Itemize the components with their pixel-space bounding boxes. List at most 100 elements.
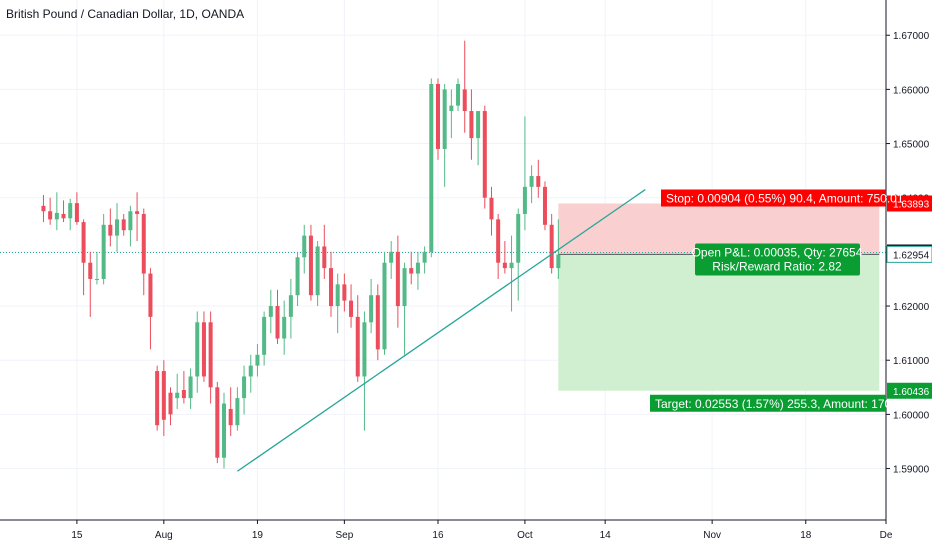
candle-up	[268, 306, 273, 317]
y-tick-label: 1.62000	[893, 302, 930, 313]
candle-down	[496, 219, 501, 263]
candle-down	[148, 273, 153, 317]
x-tick-label: Sep	[335, 530, 353, 541]
candle-up	[115, 219, 120, 236]
price-label-text: 1.63893	[893, 200, 930, 211]
x-tick-label: Oct	[517, 530, 533, 541]
trendline-group[interactable]	[237, 189, 646, 472]
candle-down	[482, 111, 487, 198]
candle-up	[389, 251, 394, 263]
x-tick-label: 15	[71, 530, 83, 541]
candle-up	[288, 295, 293, 317]
candle-up	[94, 278, 99, 280]
candle-down	[168, 392, 173, 415]
x-tick-label: 14	[600, 530, 612, 541]
y-tick-label: 1.65000	[893, 140, 930, 151]
candle-up	[315, 246, 320, 296]
candle-up	[222, 403, 227, 458]
candle-down	[88, 262, 93, 279]
candle-down	[342, 284, 347, 301]
price-label-text: 1.62954	[893, 250, 930, 261]
y-tick-label: 1.61000	[893, 356, 930, 367]
candle-down	[201, 322, 206, 377]
candle-down	[395, 251, 400, 307]
candle-up	[101, 224, 106, 279]
candle-up	[415, 262, 420, 274]
candle-up	[422, 251, 427, 263]
candle-up	[449, 105, 454, 112]
candle-up	[402, 268, 407, 307]
candle-up	[556, 254, 561, 269]
candle-down	[409, 268, 414, 274]
candle-up	[175, 392, 180, 399]
candle-up	[456, 83, 461, 106]
price-label-box	[886, 245, 932, 263]
x-tick-label: 16	[432, 530, 444, 541]
x-tick-label: Aug	[155, 530, 173, 541]
y-tick-label: 1.60000	[893, 410, 930, 421]
candle-down	[435, 83, 440, 149]
risk-reward-zones[interactable]	[558, 203, 880, 391]
price-label-text: 1.60436	[893, 387, 930, 398]
target-zone	[558, 254, 880, 391]
candle-up	[282, 316, 287, 339]
y-tick-label: 1.67000	[893, 31, 930, 42]
candle-up	[195, 322, 200, 377]
candle-up	[54, 212, 59, 220]
candle-up	[128, 211, 133, 231]
candle-down	[135, 211, 140, 214]
candle-down	[349, 300, 354, 317]
x-tick-label: 19	[252, 530, 264, 541]
candle-down	[549, 224, 554, 269]
candle-down	[215, 387, 220, 458]
candle-down	[121, 219, 126, 231]
candles	[41, 40, 561, 469]
target-annotation-box	[650, 394, 886, 412]
chart-title: British Pound / Canadian Dollar, 1D, OAN…	[6, 7, 245, 21]
price-label-box	[887, 382, 932, 399]
candle-up	[248, 365, 253, 377]
candle-down	[181, 390, 186, 399]
candle-down	[208, 322, 213, 388]
candle-up	[295, 257, 300, 296]
candle-down	[542, 186, 547, 225]
candle-up	[522, 186, 527, 214]
stop-annotation-box	[661, 189, 886, 207]
candle-down	[81, 222, 86, 263]
candle-down	[328, 268, 334, 307]
candle-up	[68, 203, 73, 219]
candle-up	[516, 213, 521, 263]
candle-down	[489, 197, 494, 220]
candle-up	[369, 295, 374, 323]
candle-down	[355, 316, 360, 377]
candle-down	[228, 408, 233, 426]
candle-up	[442, 89, 447, 149]
candle-up	[509, 262, 514, 269]
candle-up	[302, 235, 307, 258]
candle-up	[188, 376, 193, 399]
candle-up	[262, 316, 267, 355]
candle-up	[242, 376, 247, 399]
pnl-annotation-line1: Open P&L: 0.00035, Qty: 27654	[692, 245, 863, 259]
candle-down	[155, 371, 160, 426]
candle-down	[308, 235, 313, 296]
candle-down	[161, 371, 166, 420]
candle-down	[108, 224, 113, 236]
x-tick-label: De	[880, 530, 893, 541]
candle-up	[476, 111, 481, 139]
candle-down	[469, 111, 474, 139]
candle-down	[462, 89, 467, 112]
y-tick-label: 1.59000	[893, 465, 930, 476]
candle-up	[335, 284, 340, 307]
candle-up	[382, 262, 387, 350]
trendline	[237, 189, 646, 472]
price-axis-bg	[886, 0, 932, 550]
candle-up	[429, 83, 434, 252]
stop-annotation-text: Stop: 0.00904 (0.55%) 90.4, Amount: 750.…	[666, 192, 904, 206]
candle-down	[74, 203, 79, 223]
candle-down	[502, 262, 507, 269]
